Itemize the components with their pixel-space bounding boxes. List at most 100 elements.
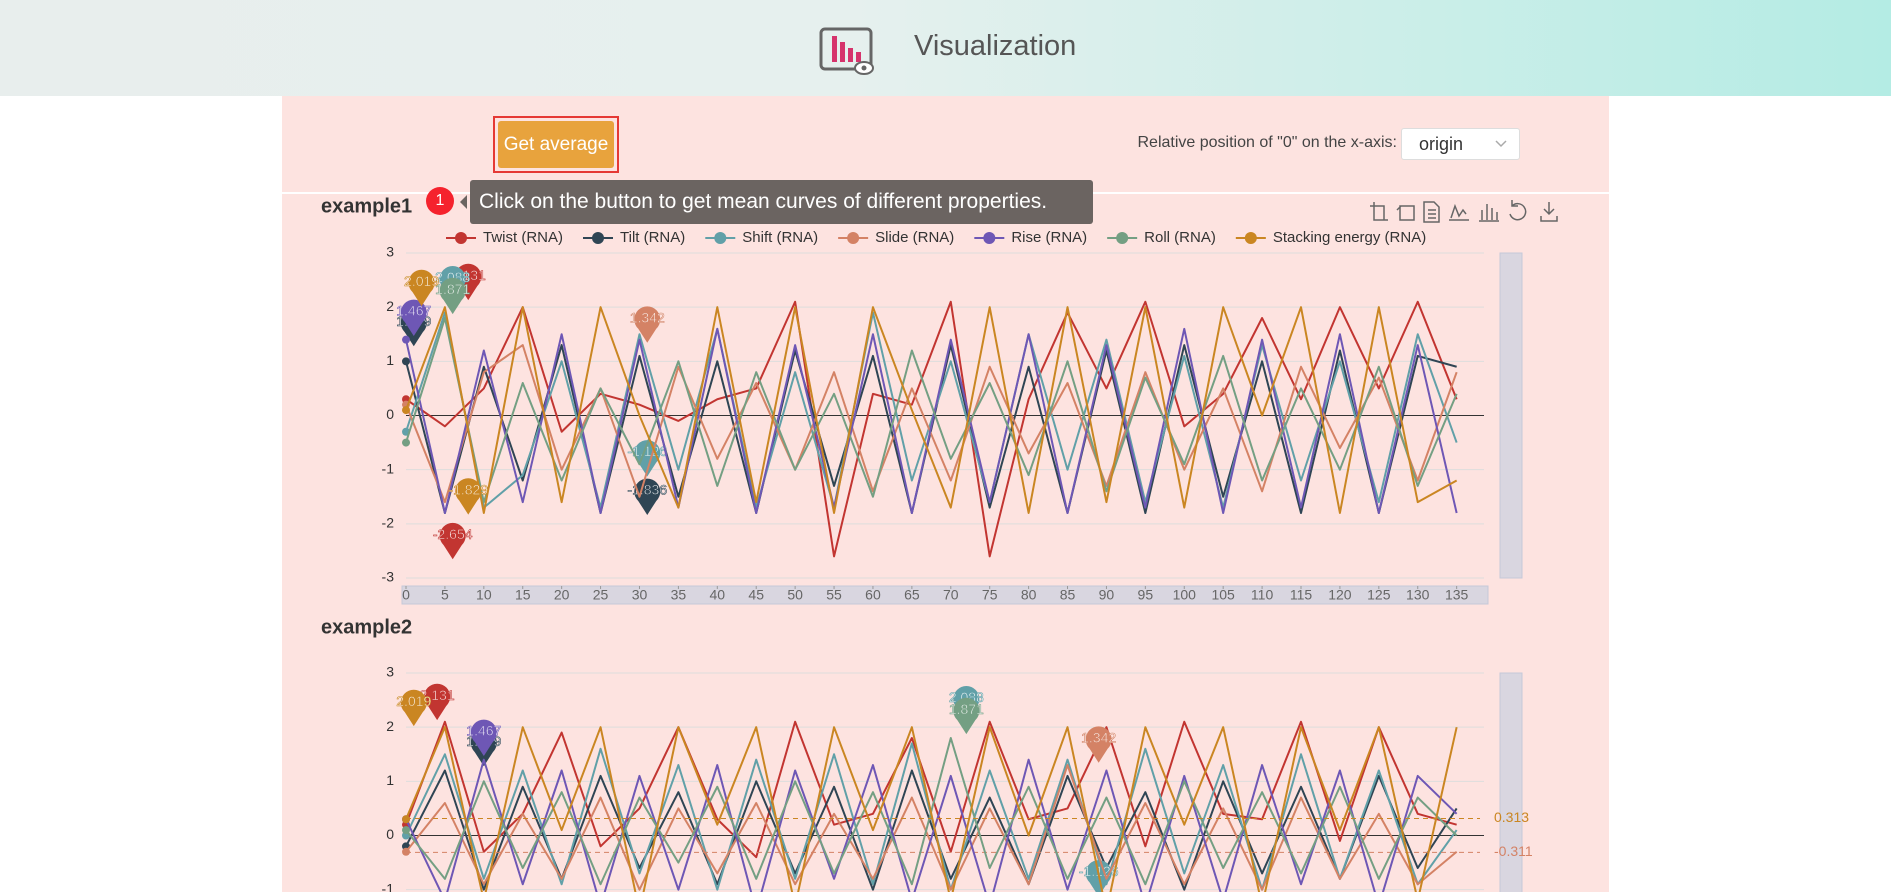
legend-item[interactable]: Shift (RNA) bbox=[705, 229, 818, 246]
tool-restore[interactable] bbox=[1509, 200, 1527, 221]
mark-label: 1.467 bbox=[396, 303, 431, 319]
legend-label: Slide (RNA) bbox=[875, 229, 954, 246]
tool-line[interactable] bbox=[1449, 203, 1469, 221]
x-tick-label: 120 bbox=[1328, 587, 1352, 603]
mark-label: 2.019 bbox=[404, 273, 439, 289]
tool-zoom[interactable] bbox=[1370, 202, 1388, 221]
x-zero-label: Relative position of "0" on the x-axis: bbox=[1137, 134, 1398, 151]
y-tick-label: 3 bbox=[386, 244, 394, 260]
mark-pin bbox=[439, 277, 466, 315]
series-start bbox=[402, 815, 410, 824]
legend-label: Shift (RNA) bbox=[742, 229, 818, 246]
toolbox bbox=[1370, 200, 1558, 223]
legend-item[interactable]: Twist (RNA) bbox=[446, 229, 563, 246]
average-label: -0.311 bbox=[1494, 843, 1533, 859]
mark-pin bbox=[953, 697, 980, 735]
legend-label: Stacking energy (RNA) bbox=[1273, 229, 1426, 246]
series-line bbox=[405, 769, 1458, 891]
x-zero-select[interactable]: origin bbox=[1401, 128, 1520, 160]
y-tick-label: -2 bbox=[382, 515, 395, 531]
x-tick-label: 5 bbox=[441, 587, 449, 603]
page-title: Visualization bbox=[914, 30, 1077, 62]
legend-symbol bbox=[983, 232, 996, 244]
mark-label: -1.126 bbox=[627, 443, 667, 459]
legend-label: Rise (RNA) bbox=[1011, 229, 1087, 246]
y-tick-label: 2 bbox=[386, 298, 394, 314]
y-tick-label: 1 bbox=[386, 352, 394, 368]
x-tick-label: 95 bbox=[1138, 587, 1154, 603]
chevron bbox=[1495, 140, 1507, 148]
legend-item[interactable]: Stacking energy (RNA) bbox=[1235, 229, 1426, 246]
legend-item[interactable]: Tilt (RNA) bbox=[583, 229, 685, 246]
chart-title: example1 bbox=[321, 195, 412, 217]
x-tick-label: 15 bbox=[515, 587, 531, 603]
legend-item[interactable]: Roll (RNA) bbox=[1107, 229, 1216, 246]
y-tick-label: -3 bbox=[382, 569, 395, 585]
series-start bbox=[402, 438, 410, 447]
y-zoom-slider bbox=[1499, 252, 1523, 579]
mark-pin bbox=[439, 522, 466, 560]
mark-label: 1.871 bbox=[949, 701, 984, 717]
x-tick-label: 105 bbox=[1211, 587, 1235, 603]
mark-pin bbox=[470, 719, 497, 757]
mark-pin bbox=[400, 689, 427, 727]
legend-label: Twist (RNA) bbox=[483, 229, 563, 246]
x-tick-label: 125 bbox=[1367, 587, 1391, 603]
x-tick-label: 75 bbox=[982, 587, 998, 603]
legend-symbol bbox=[592, 232, 604, 244]
mark-label: -1.836 bbox=[627, 482, 667, 498]
mark-label: 2.131 bbox=[420, 687, 455, 703]
x-tick-label: 45 bbox=[748, 587, 764, 603]
y-tick-label: -1 bbox=[382, 880, 395, 892]
mark-pin bbox=[455, 478, 482, 515]
x-zoom-slider bbox=[401, 585, 1489, 605]
x-tick-label: 90 bbox=[1099, 587, 1115, 603]
app-icon bbox=[819, 27, 874, 75]
average-label: 0.313 bbox=[1494, 809, 1529, 825]
series-line bbox=[405, 306, 1458, 514]
y-tick-label: 0 bbox=[386, 826, 394, 842]
series-line bbox=[405, 726, 1458, 892]
mark-label: -1.829 bbox=[448, 481, 488, 497]
x-tick-label: 110 bbox=[1251, 587, 1274, 603]
y-tick-label: -1 bbox=[382, 460, 395, 476]
mark-label: 1.871 bbox=[435, 281, 470, 297]
x-tick-label: 20 bbox=[554, 587, 570, 603]
x-tick-label: 55 bbox=[826, 587, 842, 603]
mark-label: 2.019 bbox=[396, 693, 431, 709]
x-tick-label: 100 bbox=[1173, 587, 1197, 603]
x-tick-label: 70 bbox=[943, 587, 959, 603]
x-tick-label: 25 bbox=[593, 587, 609, 603]
chart-title: example2 bbox=[321, 616, 412, 638]
x-tick-label: 115 bbox=[1290, 587, 1313, 603]
mark-pin bbox=[634, 478, 661, 515]
series-line bbox=[405, 720, 1457, 859]
mark-label: 2.088 bbox=[949, 689, 984, 705]
legend-symbol bbox=[1116, 232, 1129, 244]
x-tick-label: 10 bbox=[476, 587, 492, 603]
series-start bbox=[402, 826, 410, 835]
x-tick-label: 65 bbox=[904, 587, 920, 603]
mark-label: 2.088 bbox=[435, 269, 470, 285]
series-start bbox=[402, 357, 410, 366]
y-tick-label: 1 bbox=[386, 772, 394, 788]
highlight-box: Get average bbox=[493, 116, 619, 173]
tool-bar[interactable] bbox=[1479, 204, 1499, 222]
x-tick-label: 130 bbox=[1406, 587, 1430, 603]
tool-download[interactable] bbox=[1540, 202, 1558, 222]
step-badge: 1 bbox=[426, 187, 454, 215]
mark-label: -2.654 bbox=[433, 526, 473, 542]
legend-label: Roll (RNA) bbox=[1144, 229, 1216, 246]
tool-zoom-back[interactable] bbox=[1396, 205, 1415, 221]
mark-label: 1.342 bbox=[1081, 730, 1116, 746]
get-average-button[interactable]: Get average bbox=[498, 121, 614, 168]
x-tick-label: 40 bbox=[710, 587, 726, 603]
y-tick-label: 2 bbox=[386, 718, 394, 734]
legend-item[interactable]: Slide (RNA) bbox=[838, 229, 954, 246]
tool-data-view[interactable] bbox=[1423, 201, 1440, 223]
legend-symbol bbox=[847, 232, 860, 244]
series-line bbox=[405, 344, 1458, 504]
legend-item[interactable]: Rise (RNA) bbox=[974, 229, 1087, 246]
